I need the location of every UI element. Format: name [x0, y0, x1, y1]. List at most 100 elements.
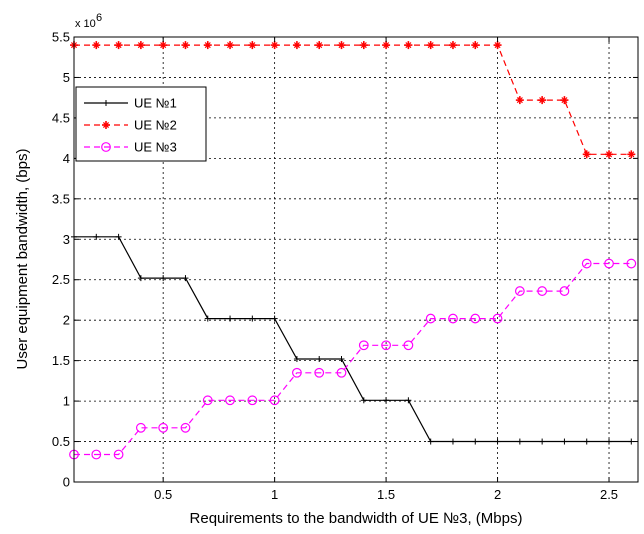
data-point [494, 438, 501, 445]
data-point [604, 258, 614, 269]
data-point [516, 438, 523, 445]
data-point [427, 438, 434, 445]
data-point [539, 438, 546, 445]
legend-box [75, 86, 207, 162]
data-point [249, 315, 256, 322]
data-point [114, 41, 123, 50]
data-point [270, 41, 279, 50]
data-point [91, 449, 102, 460]
data-point [471, 41, 480, 50]
y-tick-label: 5 [63, 70, 70, 85]
legend: UE №1 UE №2 UE №3 [75, 86, 207, 162]
y-tick-label: 5.5 [52, 30, 70, 45]
data-point [626, 258, 637, 269]
y-tick-label: 0 [63, 475, 70, 490]
data-point [203, 41, 212, 50]
series-1 [71, 233, 635, 445]
y-axis-title: User equipment bandwidth, (bps) [14, 149, 31, 370]
y-multiplier-label: x 10 [75, 18, 96, 30]
x-axis-title: Requirements to the bandwidth of UE №3, … [190, 510, 523, 527]
data-point [449, 438, 456, 445]
legend-item: UE №2 [84, 118, 177, 133]
y-tick-label: 3 [63, 232, 70, 247]
data-point [158, 422, 169, 433]
data-point [269, 395, 280, 406]
data-point [293, 356, 300, 363]
y-tick-label: 2.5 [52, 272, 70, 287]
data-point [292, 367, 302, 378]
series-2 [70, 41, 636, 159]
legend-label: UE №3 [134, 140, 177, 155]
grid [74, 37, 638, 482]
data-point [561, 438, 568, 445]
data-point [314, 367, 325, 378]
data-point [605, 150, 614, 159]
data-point [383, 397, 390, 404]
y-tick-label: 3.5 [52, 191, 70, 206]
data-point [248, 41, 257, 50]
data-point [514, 286, 525, 296]
x-tick-label: 1.5 [377, 487, 395, 502]
data-point [581, 258, 592, 269]
x-tick-label: 1 [271, 487, 278, 502]
data-point [537, 286, 548, 296]
data-point [337, 41, 346, 50]
data-point [338, 356, 345, 363]
data-point [583, 438, 590, 445]
legend-item: UE №1 [84, 96, 177, 111]
data-point [404, 41, 413, 50]
y-multiplier-exponent: 6 [96, 12, 102, 24]
y-tick-label: 2 [63, 313, 70, 328]
data-point [448, 313, 458, 324]
data-point [382, 41, 391, 50]
x-tick-label: 0.5 [154, 487, 172, 502]
data-point [470, 313, 481, 324]
y-tick-label: 4.5 [52, 110, 70, 125]
data-point [358, 340, 369, 351]
y-tick-label: 4 [63, 151, 70, 166]
data-point [472, 438, 479, 445]
y-tick-labels: 0 0.5 1 1.5 2 2.5 3 3.5 4 4.5 5 5.5 [52, 30, 70, 490]
legend-marker [101, 142, 111, 152]
data-point [113, 449, 124, 460]
series-line [74, 236, 632, 443]
data-point [227, 315, 234, 322]
data-point [226, 41, 235, 50]
series-group [69, 41, 637, 460]
legend-item: UE №3 [84, 140, 177, 155]
data-point [292, 41, 301, 50]
x-tick-labels: 0.5 1 1.5 2 2.5 [154, 487, 618, 502]
data-point [425, 313, 436, 324]
data-point [204, 315, 211, 322]
data-point [627, 150, 636, 159]
data-point [359, 41, 368, 50]
data-point [560, 96, 569, 105]
data-point [582, 150, 591, 159]
data-point [381, 340, 391, 351]
data-point [202, 395, 213, 406]
plot-frame [73, 36, 639, 483]
data-point [93, 233, 100, 240]
data-point [181, 41, 190, 50]
data-point [492, 313, 503, 324]
data-point [247, 395, 258, 406]
data-point [137, 275, 144, 282]
data-point [405, 397, 412, 404]
data-point [448, 41, 457, 50]
data-point [403, 340, 414, 351]
data-point [336, 367, 347, 378]
legend-label: UE №1 [134, 96, 177, 111]
tick-marks [74, 36, 638, 483]
legend-marker [102, 121, 110, 129]
data-point [115, 233, 122, 240]
data-point [606, 438, 613, 445]
data-point [316, 356, 323, 363]
data-point [426, 41, 435, 50]
data-point [225, 395, 235, 406]
data-point [559, 286, 570, 296]
y-tick-label: 0.5 [52, 434, 70, 449]
data-point [159, 41, 168, 50]
data-point [493, 41, 502, 50]
legend-label: UE №2 [134, 118, 177, 133]
